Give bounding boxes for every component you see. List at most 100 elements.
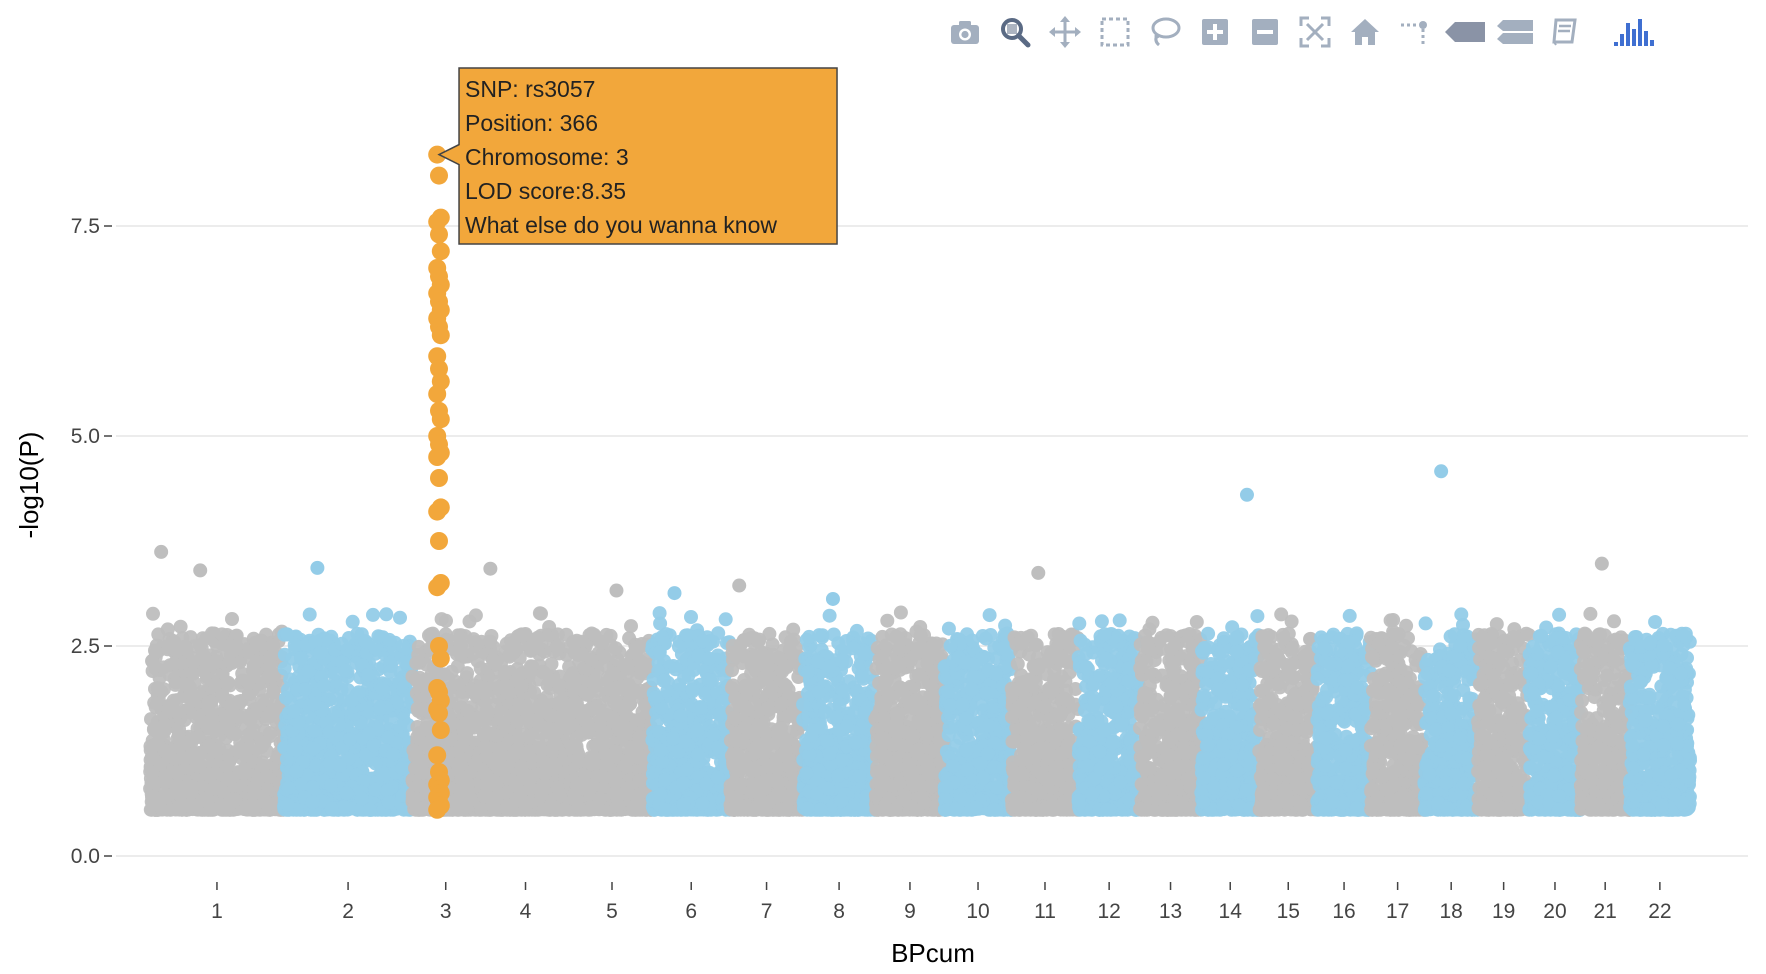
snp-point [203,801,218,816]
snp-point [345,614,360,629]
snp-point [204,694,219,709]
snp-point [552,787,567,801]
snp-point [509,642,524,657]
snp-point [341,631,356,645]
snp-point [237,766,252,781]
snp-point [707,727,721,742]
snp-point [566,740,581,755]
snp-point [616,658,631,673]
snp-point [368,756,383,771]
x-tick-label: 12 [1097,900,1120,923]
snp-point [332,717,347,732]
snp-point [294,651,308,666]
snp-point [208,677,223,692]
snp-point [263,726,277,741]
snp-point [483,634,498,649]
snp-point [511,629,525,644]
snp-point [255,693,270,708]
snp-point [289,764,304,779]
snp-point [155,802,170,817]
x-tick-label: 9 [904,900,916,923]
snp-point [702,651,717,666]
snp-point [671,639,686,654]
snp-point [584,652,599,667]
snp-point [514,679,529,694]
snp-point [337,800,351,814]
snp-point [549,639,564,654]
snp-point [544,657,559,671]
snp-point [613,721,628,736]
snp-point [366,607,380,622]
snp-point [215,687,230,702]
snp-point [468,608,483,623]
snp-point [277,647,292,662]
snp-point [521,729,536,744]
snp-point [307,723,322,738]
snp-point [199,791,214,806]
snp-point [526,713,541,728]
snp-point [632,773,647,788]
snp-point [592,711,607,726]
snp-point [383,664,398,679]
x-tick-label: 6 [685,900,697,923]
snp-point [658,772,673,787]
snp-point [324,801,339,816]
scatter-points[interactable] [143,464,1697,817]
snp-point [158,717,172,732]
snp-point [523,782,538,796]
x-tick-label: 2 [342,900,354,923]
snp-point [409,673,424,687]
snp-point [395,761,410,776]
snp-point [586,749,601,764]
x-tick-label: 8 [833,900,845,923]
snp-point [222,797,237,812]
snp-point [256,759,271,774]
snp-point [277,661,292,676]
snp-point [544,708,558,723]
snp-point [656,673,671,688]
snp-point [219,759,234,774]
snp-point [382,632,397,647]
snp-point [690,723,705,738]
snp-point [199,631,214,646]
snp-point [454,739,469,754]
snp-point [168,802,183,817]
snp-point [302,607,317,622]
snp-point [259,627,274,642]
snp-point [280,797,295,812]
snp-point [156,682,171,697]
snp-point [581,725,596,740]
snp-point [152,757,167,772]
snp-point [685,682,700,697]
snp-point [415,801,430,816]
snp-point [691,747,705,762]
snp-point [203,658,218,673]
snp-point [181,678,195,693]
y-axis-ticks: 0.02.55.07.5 [71,215,112,868]
snp-point [489,728,504,743]
snp-point [480,750,495,765]
x-tick-label: 13 [1159,900,1182,923]
snp-point [592,634,607,649]
snp-point [379,607,394,622]
snp-point [548,761,563,776]
snp-point [241,710,256,725]
snp-point [338,663,353,678]
snp-point [550,627,565,642]
y-tick-label: 0.0 [71,845,100,868]
snp-point [480,691,495,706]
snp-point [197,752,212,767]
snp-point [498,710,513,725]
snp-point [148,776,163,790]
snp-point [536,802,551,817]
snp-point [490,760,505,775]
snp-point [145,654,160,669]
snp-point [618,758,633,773]
snp-point [361,726,376,741]
snp-point [393,610,407,625]
snp-point [531,630,545,645]
snp-point [286,704,301,719]
snp-point [534,606,548,621]
y-tick-label: 5.0 [71,425,100,448]
